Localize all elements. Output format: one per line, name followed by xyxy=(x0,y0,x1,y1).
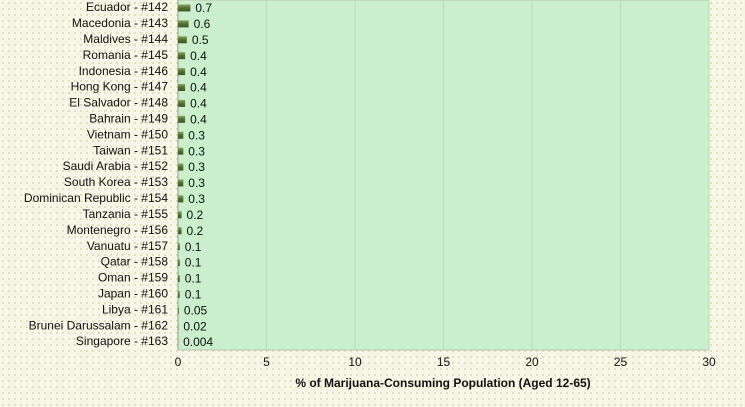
data-label: 0.1 xyxy=(185,240,202,254)
data-label: 0.4 xyxy=(190,49,207,63)
bar xyxy=(178,290,180,298)
bar xyxy=(178,36,187,44)
bar xyxy=(178,68,186,76)
y-tick-label: Singapore - #163 xyxy=(76,334,168,348)
data-label: 0.3 xyxy=(188,192,205,206)
data-label: 0.004 xyxy=(183,335,213,349)
y-tick-label: Saudi Arabia - #152 xyxy=(63,159,169,173)
x-tick-label: 15 xyxy=(437,355,451,369)
y-tick-label: South Korea - #153 xyxy=(64,175,168,189)
bar xyxy=(178,306,179,314)
bar xyxy=(178,4,191,12)
data-label: 0.3 xyxy=(188,160,205,174)
y-tick-label: El Salvador - #148 xyxy=(69,96,168,110)
y-tick-label: Libya - #161 xyxy=(102,302,168,316)
bar xyxy=(178,115,186,123)
data-label: 0.3 xyxy=(188,128,205,142)
y-tick-label: Qatar - #158 xyxy=(101,255,169,269)
data-label: 0.1 xyxy=(185,256,202,270)
x-tick-label: 20 xyxy=(525,355,539,369)
y-tick-label: Brunei Darussalam - #162 xyxy=(29,318,169,332)
y-tick-label: Bahrain - #149 xyxy=(89,111,168,125)
bar xyxy=(178,147,184,155)
bar xyxy=(178,163,184,171)
x-tick-label: 30 xyxy=(702,355,716,369)
bar xyxy=(178,243,180,251)
data-label: 0.4 xyxy=(190,97,207,111)
x-tick-label: 5 xyxy=(263,355,270,369)
y-tick-label: Indonesia - #146 xyxy=(79,64,169,78)
data-label: 0.4 xyxy=(190,65,207,79)
bar xyxy=(178,211,182,219)
y-tick-label: Oman - #159 xyxy=(98,271,168,285)
bar xyxy=(178,99,186,107)
bar xyxy=(178,131,184,139)
bar xyxy=(178,179,184,187)
bar xyxy=(178,84,186,91)
y-tick-label: Hong Kong - #147 xyxy=(71,80,169,94)
y-tick-label: Ecuador - #142 xyxy=(86,0,168,14)
bar xyxy=(178,52,186,60)
data-label: 0.5 xyxy=(192,33,209,47)
y-tick-label: Maldives - #144 xyxy=(83,32,168,46)
data-label: 0.02 xyxy=(183,319,207,333)
data-label: 0.2 xyxy=(187,208,204,222)
x-tick-label: 10 xyxy=(348,355,362,369)
bar xyxy=(178,259,180,266)
data-label: 0.2 xyxy=(187,224,204,238)
y-tick-label: Dominican Republic - #154 xyxy=(24,191,168,205)
x-tick-label: 0 xyxy=(175,355,182,369)
data-label: 0.3 xyxy=(188,176,205,190)
y-tick-label: Romania - #145 xyxy=(83,48,169,62)
x-tick-label: 25 xyxy=(614,355,628,369)
data-label: 0.1 xyxy=(185,272,202,286)
data-label: 0.3 xyxy=(188,144,205,158)
data-label: 0.6 xyxy=(194,17,211,31)
bar xyxy=(178,195,184,203)
y-tick-label: Montenegro - #156 xyxy=(67,223,169,237)
y-tick-label: Japan - #160 xyxy=(98,286,168,300)
data-label: 0.4 xyxy=(190,81,207,95)
x-axis-title: % of Marijuana-Consuming Population (Age… xyxy=(295,376,590,390)
bar xyxy=(178,227,182,235)
y-tick-label: Vietnam - #150 xyxy=(87,127,168,141)
bar xyxy=(178,20,189,28)
data-label: 0.05 xyxy=(184,303,208,317)
data-label: 0.4 xyxy=(190,112,207,126)
data-label: 0.1 xyxy=(185,287,202,301)
data-label: 0.7 xyxy=(195,1,212,15)
y-tick-label: Tanzania - #155 xyxy=(83,207,169,221)
y-tick-label: Vanuatu - #157 xyxy=(87,239,169,253)
bar xyxy=(178,274,180,282)
y-tick-label: Taiwan - #151 xyxy=(93,143,168,157)
y-tick-label: Macedonia - #143 xyxy=(72,16,168,30)
